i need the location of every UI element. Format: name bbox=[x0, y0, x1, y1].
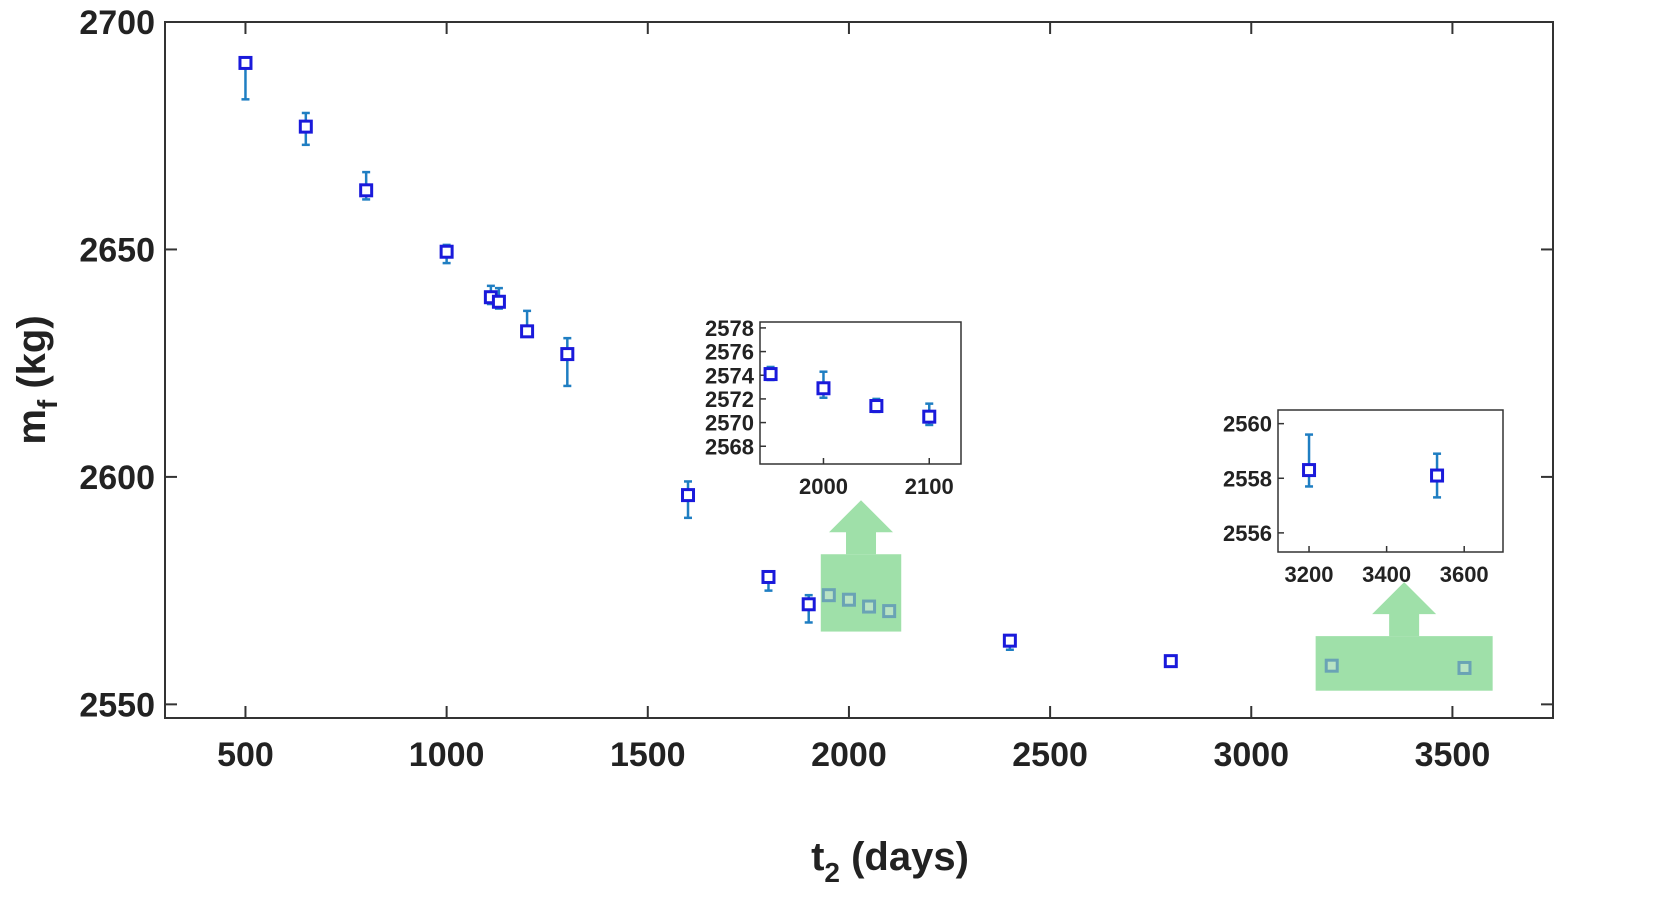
inset-data-point bbox=[922, 409, 937, 424]
inset-frame bbox=[1277, 409, 1504, 553]
inset-x-tick-label: 3400 bbox=[1362, 562, 1411, 587]
highlighted-point bbox=[841, 592, 856, 607]
inset-y-tick-label: 2578 bbox=[705, 316, 754, 341]
inset-y-tick-label: 2574 bbox=[705, 363, 755, 388]
highlighted-point bbox=[862, 599, 877, 614]
inset-x-tick-label: 2000 bbox=[799, 474, 848, 499]
data-point bbox=[681, 488, 696, 503]
x-tick-label: 2000 bbox=[811, 736, 887, 774]
y-tick-label: 2550 bbox=[79, 686, 155, 724]
inset-data-point bbox=[763, 367, 778, 382]
inset-y-tick-label: 2556 bbox=[1223, 521, 1272, 546]
zoom-arrow bbox=[829, 500, 894, 555]
highlighted-point bbox=[882, 604, 897, 619]
highlighted-point bbox=[1457, 660, 1472, 675]
data-point bbox=[520, 324, 535, 339]
inset-frame bbox=[759, 321, 962, 465]
data-point bbox=[1002, 633, 1017, 648]
data-point bbox=[491, 294, 506, 309]
x-tick-label: 3000 bbox=[1213, 736, 1289, 774]
x-tick-label: 3500 bbox=[1415, 736, 1491, 774]
inset-y-tick-label: 2572 bbox=[705, 387, 754, 412]
inset-data-point bbox=[1302, 463, 1317, 478]
highlighted-point bbox=[821, 588, 836, 603]
x-axis-title: t2 (days) bbox=[811, 835, 969, 888]
x-tick-label: 500 bbox=[217, 736, 274, 774]
inset-2-panel: 3200 3400 3600 2556 2558 2560 bbox=[1223, 409, 1504, 587]
inset-data-point bbox=[1430, 468, 1445, 483]
x-tick-label: 2500 bbox=[1012, 736, 1088, 774]
data-point bbox=[761, 569, 776, 584]
y-axis-title: mf (kg) bbox=[10, 315, 63, 444]
inset-x-tick-label: 3600 bbox=[1440, 562, 1489, 587]
y-tick-label: 2700 bbox=[79, 4, 155, 42]
inset-y-tick-label: 2560 bbox=[1223, 412, 1272, 437]
inset-y-tick-label: 2558 bbox=[1223, 466, 1272, 491]
y-tick-label: 2600 bbox=[79, 459, 155, 497]
inset-x-tick-label: 3200 bbox=[1285, 562, 1334, 587]
main-axes: 500 1000 1500 2000 2500 3000 3500 2550 2600 2650 2… bbox=[79, 4, 1554, 774]
main-marks bbox=[238, 55, 1472, 675]
data-point bbox=[359, 183, 374, 198]
data-point bbox=[439, 244, 454, 259]
plot-frame bbox=[164, 21, 1554, 719]
x-tick-label: 1500 bbox=[610, 736, 686, 774]
zoom-arrow bbox=[1372, 582, 1437, 637]
inset-y-tick-label: 2570 bbox=[705, 411, 754, 436]
data-point bbox=[801, 597, 816, 612]
inset-data-point bbox=[816, 381, 831, 396]
highlighted-point bbox=[1324, 658, 1339, 673]
inset-data-point bbox=[869, 399, 884, 414]
y-tick-label: 2650 bbox=[79, 231, 155, 269]
data-point bbox=[298, 119, 313, 134]
inset-y-tick-label: 2568 bbox=[705, 434, 754, 459]
data-point bbox=[238, 55, 253, 70]
data-point bbox=[1163, 654, 1178, 669]
highlight-layer bbox=[820, 500, 1493, 691]
inset-y-tick-label: 2576 bbox=[705, 340, 754, 365]
data-point bbox=[560, 347, 575, 362]
x-tick-label: 1000 bbox=[409, 736, 485, 774]
inset-x-tick-label: 2100 bbox=[905, 474, 954, 499]
